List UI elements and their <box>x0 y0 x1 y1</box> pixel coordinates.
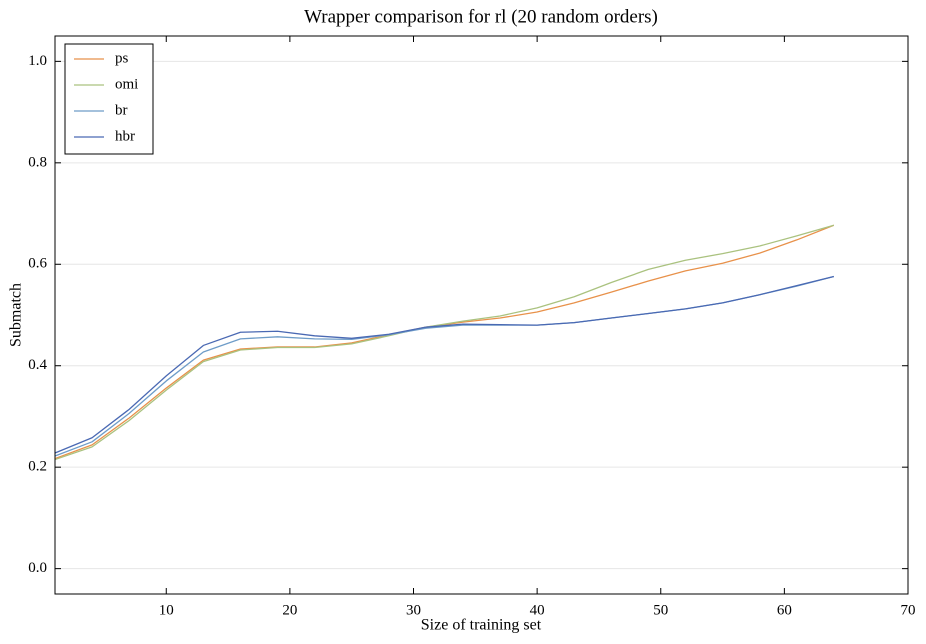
y-tick-label: 0.4 <box>28 357 47 373</box>
series-line <box>54 275 834 454</box>
legend-label: ps <box>115 50 129 66</box>
plot-frame <box>54 35 909 595</box>
x-tick-label: 30 <box>406 602 421 618</box>
x-tick-label: 20 <box>282 602 297 618</box>
x-tick-label: 50 <box>653 602 668 618</box>
legend: ps omi br hbr <box>64 43 154 155</box>
x-tick-label: 40 <box>530 602 545 618</box>
series-line <box>54 224 835 461</box>
y-tick-label: 0.8 <box>28 154 47 170</box>
legend-label: br <box>115 102 128 118</box>
legend-label: hbr <box>115 128 135 144</box>
x-tick-label: 70 <box>901 602 916 618</box>
y-tick-label: 0.2 <box>28 459 47 475</box>
series-line <box>54 224 835 460</box>
x-axis-label: Size of training set <box>421 617 542 634</box>
legend-label: omi <box>115 76 138 92</box>
x-tick-label: 60 <box>777 602 792 618</box>
chart-title: Wrapper comparison for rl (20 random ord… <box>304 6 658 27</box>
legend-box <box>64 43 154 155</box>
x-tick-label: 10 <box>159 602 174 618</box>
y-tick-label: 0.6 <box>28 256 47 272</box>
y-tick-label: 0.0 <box>28 560 47 576</box>
y-tick-label: 1.0 <box>28 53 47 69</box>
y-axis-label: Submatch <box>8 283 25 347</box>
